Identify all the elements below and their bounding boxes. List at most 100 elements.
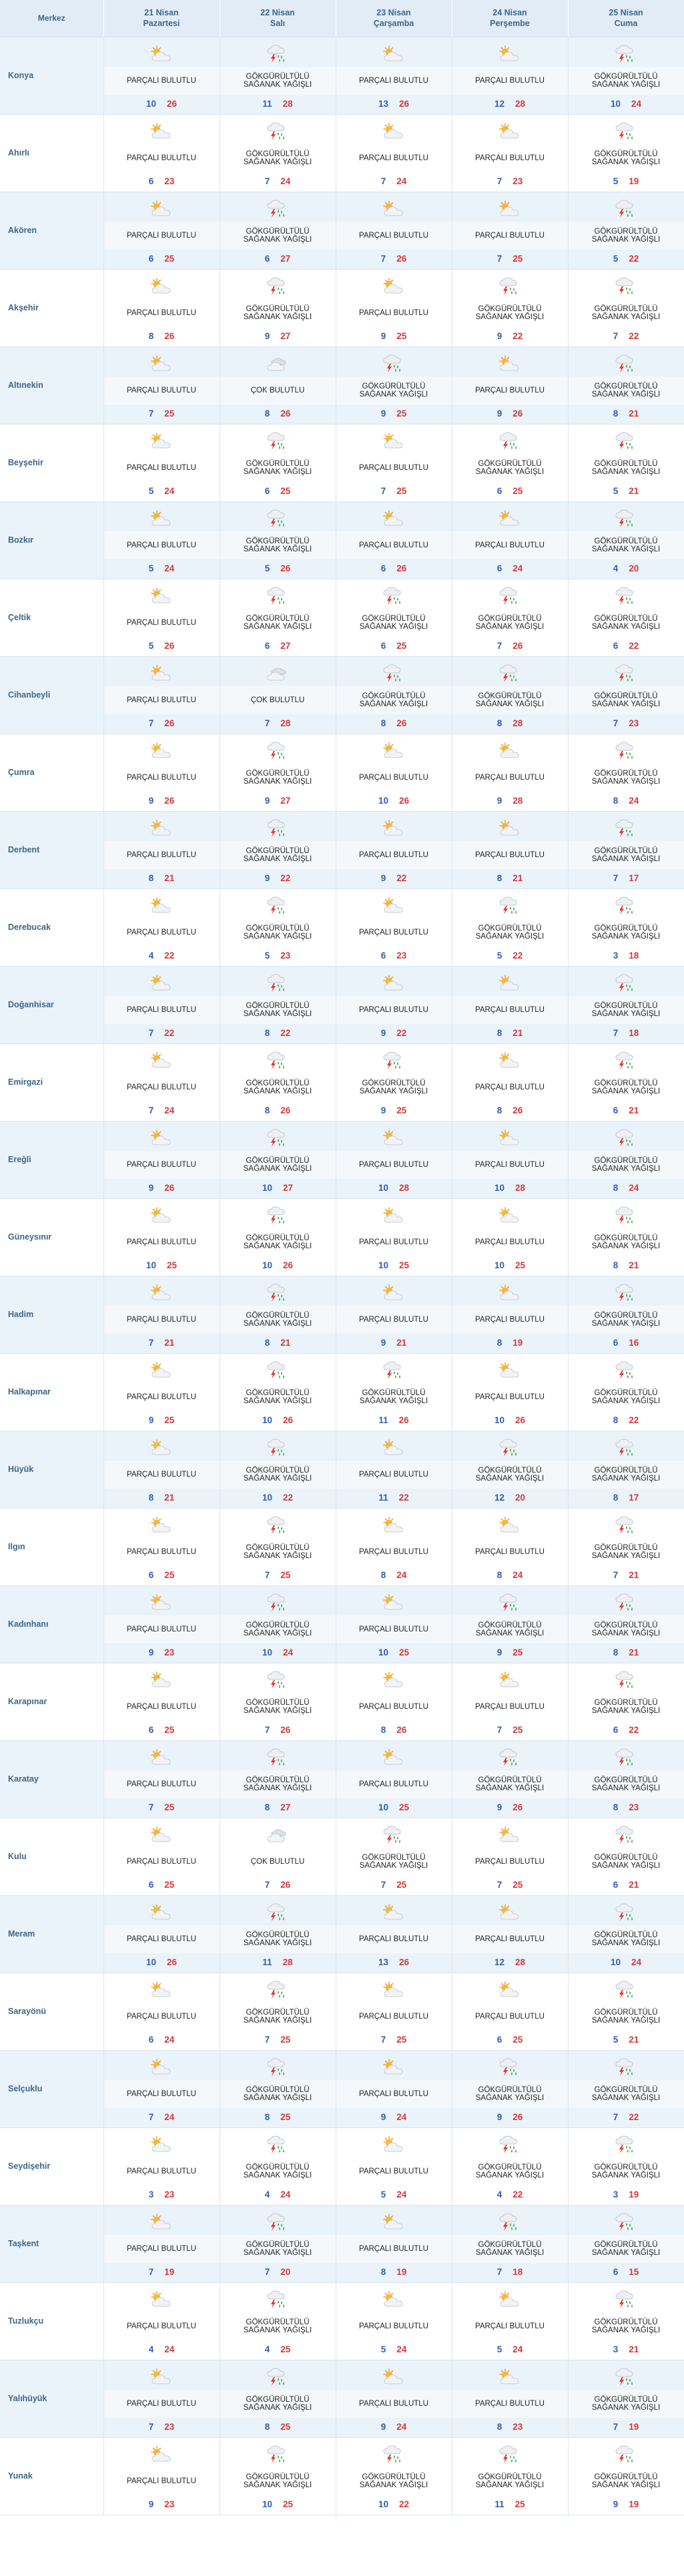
partly-cloudy-icon xyxy=(382,2290,405,2310)
min-temp: 8 xyxy=(613,1182,619,1193)
condition-text: ÇOK BULUTLU xyxy=(250,386,305,395)
location-name[interactable]: Bozkır xyxy=(8,535,34,545)
location-name[interactable]: Akşehir xyxy=(8,303,39,312)
condition-text: GÖKGÜRÜLTÜLÜ SAĞANAK YAĞIŞLI xyxy=(243,1234,312,1250)
temperature-pair: 8 21 xyxy=(569,409,684,419)
location-name[interactable]: Kulu xyxy=(8,1852,27,1861)
forecast-row: Derebucak PARÇALI BULUTLU 4 22 GÖKGÜRÜLTÜLÜ … xyxy=(0,888,684,967)
condition-band: PARÇALI BULUTLU xyxy=(336,144,452,172)
day-date: 25 Nisan xyxy=(609,8,643,18)
condition-band: GÖKGÜRÜLTÜLÜ SAĞANAK YAĞIŞLI xyxy=(452,2234,568,2263)
day-forecast-cell: GÖKGÜRÜLTÜLÜ SAĞANAK YAĞIŞLI 8 24 xyxy=(568,734,684,812)
merkez-column-header: Merkez xyxy=(0,0,104,37)
location-name[interactable]: Karapınar xyxy=(8,1697,47,1706)
location-cell: Selçuklu xyxy=(0,2050,104,2128)
temperature-pair: 7 22 xyxy=(104,1028,220,1038)
location-name[interactable]: Güneysınır xyxy=(8,1232,52,1242)
temperature-pair: 7 25 xyxy=(220,1570,336,1580)
location-name[interactable]: Çumra xyxy=(8,768,35,777)
location-name[interactable]: Ereğli xyxy=(8,1155,31,1164)
day-forecast-cell: GÖKGÜRÜLTÜLÜ SAĞANAK YAĞIŞLI 8 26 xyxy=(336,656,452,734)
day-forecast-cell: GÖKGÜRÜLTÜLÜ SAĞANAK YAĞIŞLI 8 17 xyxy=(568,1431,684,1509)
location-name[interactable]: Çeltik xyxy=(8,613,31,622)
partly-cloudy-icon xyxy=(382,1593,405,1613)
location-name[interactable]: Yunak xyxy=(8,2471,33,2481)
partly-cloudy-icon xyxy=(150,354,173,374)
min-temp: 8 xyxy=(264,1802,270,1812)
location-name[interactable]: Hüyük xyxy=(8,1465,34,1474)
max-temp: 25 xyxy=(396,330,407,341)
min-temp: 10 xyxy=(145,98,156,109)
day-forecast-cell: GÖKGÜRÜLTÜLÜ SAĞANAK YAĞIŞLI 10 25 xyxy=(220,2437,336,2515)
location-name[interactable]: Ilgın xyxy=(8,1542,25,1551)
location-name[interactable]: Karatay xyxy=(8,1774,39,1784)
location-name[interactable]: Tuzlukçu xyxy=(8,2316,44,2326)
temperature-pair: 4 24 xyxy=(104,2344,220,2354)
location-name[interactable]: Altınekin xyxy=(8,380,43,390)
condition-text: GÖKGÜRÜLTÜLÜ SAĞANAK YAĞIŞLI xyxy=(591,304,661,321)
max-temp: 22 xyxy=(629,640,639,651)
condition-text: GÖKGÜRÜLTÜLÜ SAĞANAK YAĞIŞLI xyxy=(359,382,428,399)
temperature-pair: 8 21 xyxy=(104,1493,220,1503)
condition-text: PARÇALI BULUTLU xyxy=(359,2244,428,2253)
temperature-pair: 10 26 xyxy=(452,1415,568,1425)
location-name[interactable]: Ahırlı xyxy=(8,148,29,158)
temperature-pair: 8 24 xyxy=(569,1183,684,1193)
condition-band: PARÇALI BULUTLU xyxy=(103,840,220,869)
day-forecast-cell: GÖKGÜRÜLTÜLÜ SAĞANAK YAĞIŞLI 6 15 xyxy=(568,2205,684,2283)
temperature-pair: 3 18 xyxy=(569,951,684,961)
condition-band: GÖKGÜRÜLTÜLÜ SAĞANAK YAĞIŞLI xyxy=(220,995,336,1024)
condition-band: GÖKGÜRÜLTÜLÜ SAĞANAK YAĞIŞLI xyxy=(220,2157,336,2185)
condition-band: GÖKGÜRÜLTÜLÜ SAĞANAK YAĞIŞLI xyxy=(568,1770,684,1798)
condition-text: PARÇALI BULUTLU xyxy=(127,2399,196,2408)
partly-cloudy-icon xyxy=(382,2212,405,2232)
partly-cloudy-icon xyxy=(498,2367,521,2387)
thunder-shower-icon xyxy=(615,509,637,529)
condition-text: GÖKGÜRÜLTÜLÜ SAĞANAK YAĞIŞLI xyxy=(475,1621,545,1637)
day-forecast-cell: PARÇALI BULUTLU 6 25 xyxy=(103,1508,220,1586)
location-name[interactable]: Meram xyxy=(8,1929,35,1939)
location-name[interactable]: Seydişehir xyxy=(8,2161,51,2171)
day-forecast-cell: PARÇALI BULUTLU 7 25 xyxy=(336,424,452,502)
location-name[interactable]: Selçuklu xyxy=(8,2084,43,2093)
location-name[interactable]: Derbent xyxy=(8,845,40,854)
day-forecast-cell: PARÇALI BULUTLU 5 24 xyxy=(452,2282,569,2360)
min-temp: 7 xyxy=(380,176,386,186)
location-name[interactable]: Halkapınar xyxy=(8,1387,51,1396)
temperature-pair: 7 28 xyxy=(220,718,336,728)
temperature-pair: 9 25 xyxy=(336,1105,452,1115)
condition-band: GÖKGÜRÜLTÜLÜ SAĞANAK YAĞIŞLI xyxy=(220,2467,336,2495)
min-temp: 9 xyxy=(264,872,270,883)
partly-cloudy-icon xyxy=(498,973,521,993)
condition-band: PARÇALI BULUTLU xyxy=(452,376,568,405)
location-name[interactable]: Akören xyxy=(8,226,37,235)
location-name[interactable]: Emirgazi xyxy=(8,1077,43,1087)
location-name[interactable]: Cihanbeyli xyxy=(8,690,51,700)
max-temp: 21 xyxy=(164,872,175,883)
location-name[interactable]: Konya xyxy=(8,71,34,80)
day-forecast-cell: PARÇALI BULUTLU 4 24 xyxy=(103,2282,220,2360)
partly-cloudy-icon xyxy=(498,1825,521,1845)
temperature-pair: 8 24 xyxy=(452,1570,568,1580)
location-name[interactable]: Beyşehir xyxy=(8,458,43,467)
condition-text: GÖKGÜRÜLTÜLÜ SAĞANAK YAĞIŞLI xyxy=(591,1001,661,1018)
location-name[interactable]: Derebucak xyxy=(8,923,51,932)
location-name[interactable]: Doğanhisar xyxy=(8,1000,54,1009)
day-forecast-cell: GÖKGÜRÜLTÜLÜ SAĞANAK YAĞIŞLI 4 20 xyxy=(568,501,684,579)
min-temp: 8 xyxy=(264,2421,270,2432)
min-temp: 10 xyxy=(610,98,621,109)
thunder-shower-icon xyxy=(266,2290,289,2310)
location-name[interactable]: Yalıhüyük xyxy=(8,2394,47,2403)
condition-text: GÖKGÜRÜLTÜLÜ SAĞANAK YAĞIŞLI xyxy=(243,1776,312,1792)
max-temp: 21 xyxy=(512,872,523,883)
location-name[interactable]: Kadınhanı xyxy=(8,1619,49,1629)
max-temp: 22 xyxy=(396,872,407,883)
condition-text: GÖKGÜRÜLTÜLÜ SAĞANAK YAĞIŞLI xyxy=(591,2473,661,2489)
temperature-pair: 7 26 xyxy=(104,718,220,728)
condition-band: GÖKGÜRÜLTÜLÜ SAĞANAK YAĞIŞLI xyxy=(568,1460,684,1489)
partly-cloudy-icon xyxy=(150,973,173,993)
location-name[interactable]: Hadim xyxy=(8,1310,34,1319)
location-name[interactable]: Taşkent xyxy=(8,2239,39,2248)
day-forecast-cell: GÖKGÜRÜLTÜLÜ SAĞANAK YAĞIŞLI 7 22 xyxy=(568,2050,684,2128)
location-name[interactable]: Sarayönü xyxy=(8,2007,46,2016)
